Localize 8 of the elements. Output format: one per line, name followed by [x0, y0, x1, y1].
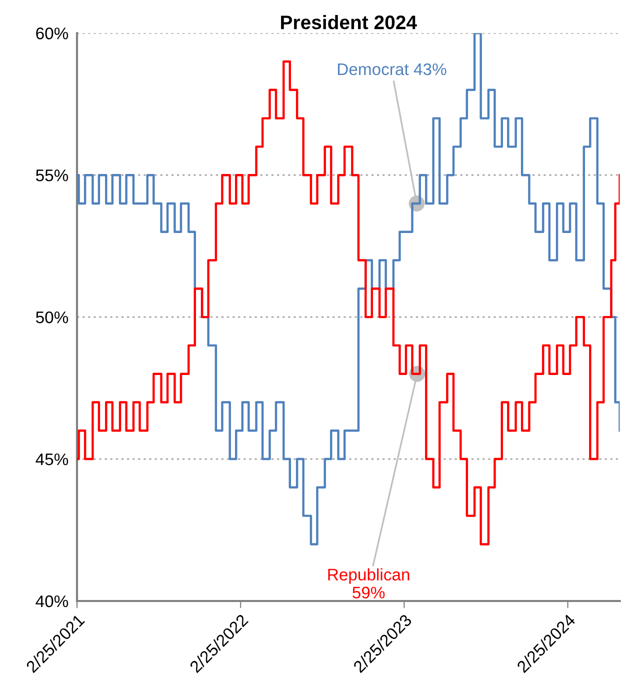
y-tick-label: 55% [36, 170, 68, 182]
annotation: Republican 59% [328, 568, 410, 598]
annotation: Democrat 43% [338, 63, 446, 76]
y-tick-label: 40% [36, 595, 68, 608]
y-tick-label: 50% [36, 311, 68, 324]
y-tick-label: 60% [36, 28, 68, 40]
chart-title: President 2024 [281, 14, 417, 30]
y-tick-label: 45% [36, 453, 68, 466]
